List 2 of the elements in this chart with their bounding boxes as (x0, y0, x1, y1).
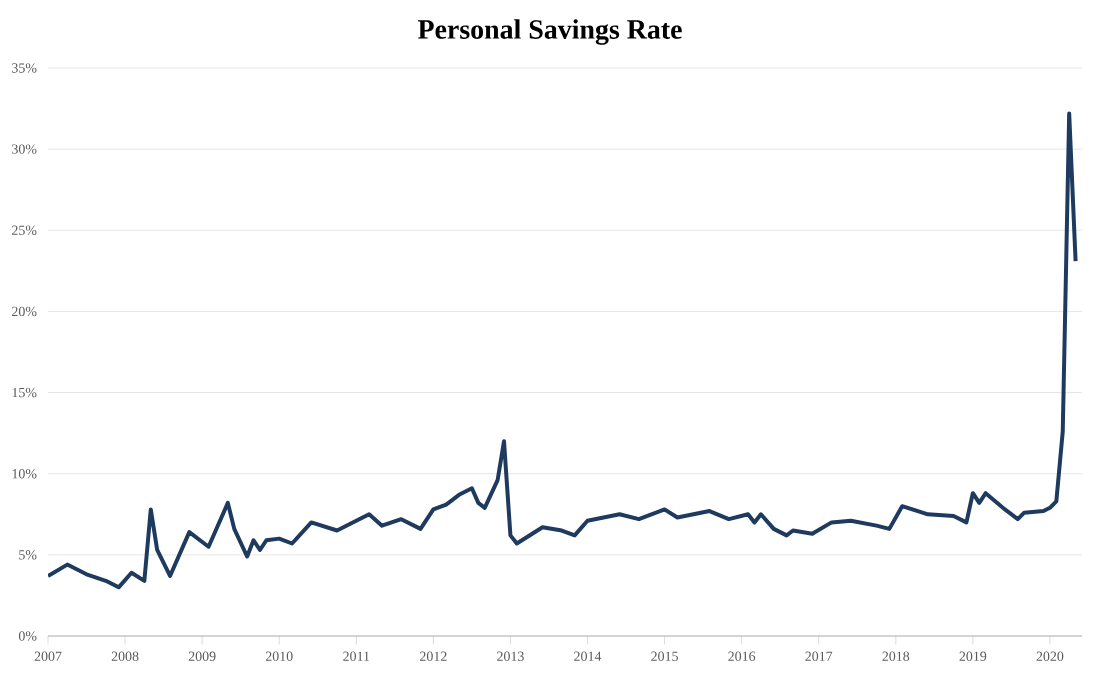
chart-title: Personal Savings Rate (417, 19, 682, 45)
line-series (48, 111, 1078, 590)
